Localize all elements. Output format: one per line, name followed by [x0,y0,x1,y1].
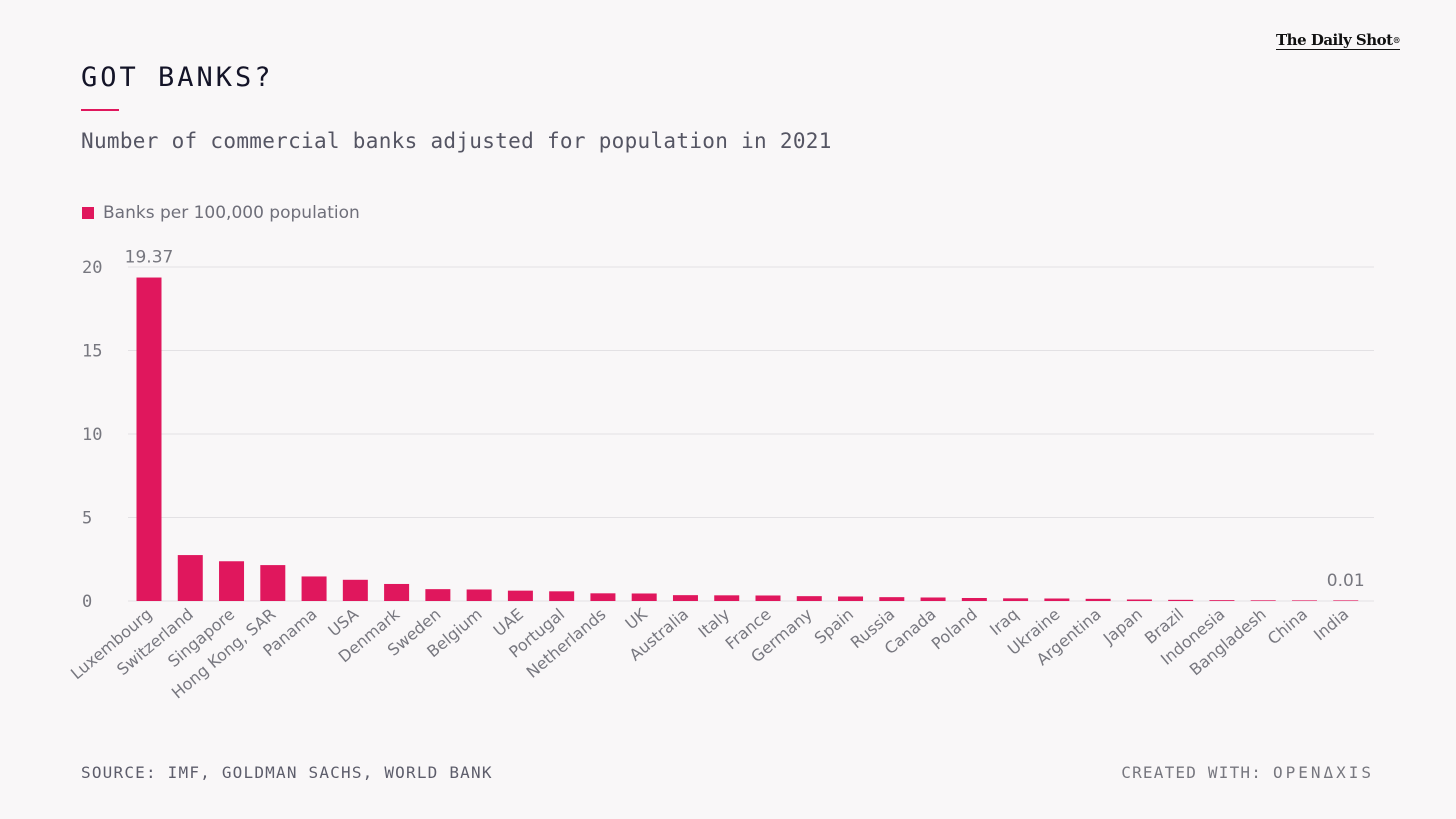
y-tick-label: 5 [82,509,92,529]
x-tick-label: Poland [928,605,981,654]
x-tick-label: China [1264,605,1311,649]
chart-subtitle: Number of commercial banks adjusted for … [81,129,832,153]
bar-denmark [384,583,410,601]
credit-prefix: CREATED WITH: [1121,763,1263,782]
bar-panama [301,576,327,601]
data-labels: 19.37 0.01 [125,248,1365,591]
bar-canada [920,597,946,601]
bar-italy [714,595,740,601]
bar-china [1291,600,1317,601]
bar-belgium [466,589,492,601]
x-tick-label: UK [622,604,652,633]
bar-sweden [425,589,451,601]
bars [136,277,1359,601]
bar-ukraine [1044,598,1070,601]
bar-bangladesh [1250,600,1276,601]
brand-logo: The Daily Shot® [1276,31,1401,50]
bar-japan [1126,599,1152,601]
bar-singapore [219,561,245,601]
y-tick-label: 20 [82,258,102,278]
credit-note: CREATED WITH: OPENΔXIS [1121,763,1374,782]
legend-swatch [82,207,94,219]
bar-luxembourg [136,277,162,601]
bar-spain [838,596,864,601]
bar-indonesia [1209,600,1235,601]
x-tick-label: India [1310,605,1352,645]
brand-mark: ® [1392,35,1401,45]
x-tick-label: Japan [1099,605,1146,649]
data-label: 0.01 [1327,571,1365,591]
legend: Banks per 100,000 population [82,203,360,223]
y-axis-ticks: 0 5 10 15 20 [82,258,102,612]
bar-switzerland [177,555,203,601]
bar-france [755,595,781,601]
bar-australia [672,595,698,601]
bar-portugal [549,591,575,601]
bar-poland [961,597,987,601]
gridlines [128,266,1374,602]
bar-hong-kong-sar [260,565,286,601]
title-underline [81,109,119,111]
bar-netherlands [590,593,616,601]
bar-germany [796,596,822,601]
chart-title: GOT BANKS? [81,62,274,93]
bar-uk [631,593,657,601]
bar-usa [342,579,368,601]
y-tick-label: 15 [82,342,102,362]
bar-india [1333,600,1359,601]
openaxis-logo: OPENΔXIS [1272,763,1374,782]
brand-name: The Daily Shot [1276,31,1393,49]
bar-brazil [1168,599,1194,601]
source-note: SOURCE: IMF, GOLDMAN SACHS, WORLD BANK [81,763,493,782]
bar-iraq [1003,598,1029,601]
y-tick-label: 0 [82,592,92,612]
bar-russia [879,597,905,601]
data-label: 19.37 [125,248,174,268]
bar-argentina [1085,598,1111,601]
legend-label: Banks per 100,000 population [103,203,360,223]
y-tick-label: 10 [82,425,102,445]
bar-uae [507,590,533,601]
